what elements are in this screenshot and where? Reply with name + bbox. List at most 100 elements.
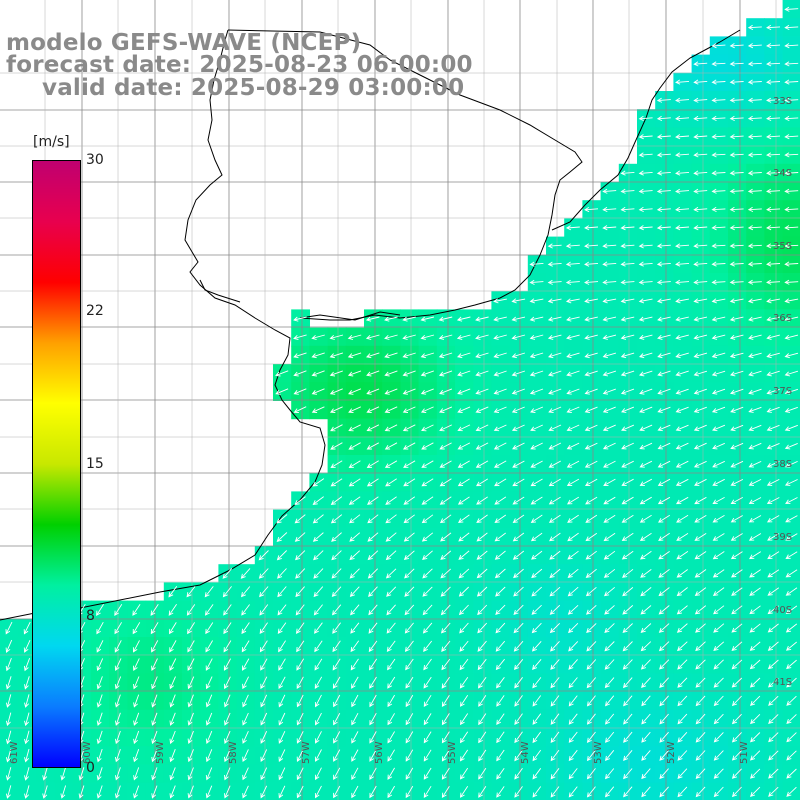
wind-arrow	[656, 97, 671, 103]
wind-arrow	[241, 586, 251, 598]
wind-arrow	[621, 532, 634, 542]
wind-arrow	[620, 334, 635, 340]
wind-arrow	[547, 316, 562, 322]
wind-arrow	[621, 496, 634, 505]
wind-arrow	[423, 713, 432, 726]
wind-arrow	[204, 586, 214, 598]
wind-arrow	[713, 677, 724, 688]
wind-arrow	[278, 712, 286, 726]
wind-arrow	[602, 225, 617, 231]
wind-arrow	[314, 622, 323, 634]
wind-arrow	[494, 550, 506, 560]
wind-arrow	[602, 243, 617, 249]
wind-arrow	[496, 749, 505, 762]
wind-arrow	[730, 442, 744, 450]
wind-arrow	[565, 225, 580, 231]
wind-arrow	[242, 694, 249, 708]
wind-arrow	[766, 43, 781, 49]
wind-arrow	[729, 61, 744, 67]
wind-arrow	[712, 515, 725, 523]
wind-arrow	[748, 442, 762, 450]
wind-arrow	[313, 586, 324, 598]
wind-arrow	[493, 388, 507, 395]
wind-arrow	[224, 694, 231, 708]
wind-arrow	[169, 730, 176, 745]
wind-arrow	[151, 785, 158, 799]
wind-arrow	[331, 532, 342, 542]
wind-arrow	[747, 170, 762, 176]
wind-arrow	[659, 786, 669, 798]
wind-arrow	[531, 550, 543, 560]
wind-arrow	[260, 749, 268, 763]
wind-arrow	[547, 279, 562, 285]
wind-arrow	[402, 424, 416, 432]
wind-arrow	[677, 695, 688, 707]
wind-arrow	[659, 713, 669, 725]
wind-arrow	[602, 334, 617, 340]
wind-arrow	[347, 370, 362, 377]
wind-arrow	[731, 587, 743, 596]
wind-arrow	[351, 767, 359, 781]
wind-arrow	[459, 786, 469, 798]
wind-arrow	[476, 496, 488, 505]
wind-arrow	[224, 785, 231, 799]
wind-arrow	[423, 676, 432, 689]
wind-arrow	[512, 550, 525, 560]
wind-arrow	[639, 370, 653, 377]
wind-arrow	[151, 730, 158, 745]
wind-arrow	[622, 641, 633, 652]
wind-arrow	[675, 243, 690, 249]
wind-arrow	[222, 586, 232, 598]
wind-arrow	[511, 352, 526, 359]
wind-arrow	[767, 587, 780, 596]
wind-arrow	[549, 550, 561, 560]
wind-arrow	[440, 604, 451, 616]
wind-arrow	[331, 550, 342, 561]
wind-arrow	[532, 749, 542, 762]
wind-arrow	[294, 496, 306, 505]
wind-arrow	[549, 532, 561, 542]
wind-arrow	[532, 768, 542, 780]
wind-arrow	[296, 749, 304, 762]
wind-arrow	[458, 532, 470, 542]
wind-arrow	[476, 550, 488, 560]
wind-arrow	[240, 568, 251, 579]
wind-arrow	[730, 370, 744, 377]
wind-arrow	[584, 298, 598, 304]
wind-arrow	[348, 424, 361, 432]
wind-arrow	[403, 550, 415, 561]
wind-arrow	[403, 532, 415, 542]
wind-arrow	[294, 514, 306, 524]
wind-arrow	[695, 695, 706, 707]
wind-arrow	[387, 785, 395, 799]
wind-arrow	[495, 604, 506, 615]
wind-arrow	[748, 497, 762, 505]
wind-arrow	[729, 316, 744, 322]
wind-arrow	[260, 658, 268, 671]
wind-arrow	[531, 568, 543, 579]
wind-arrow	[711, 43, 726, 49]
wind-arrow	[766, 152, 781, 158]
wind-arrow	[405, 767, 414, 780]
wind-arrow	[332, 658, 341, 671]
wind-arrow	[784, 316, 799, 322]
wind-arrow	[422, 604, 433, 616]
wind-arrow	[603, 496, 616, 505]
wind-arrow	[24, 730, 30, 745]
wind-arrow	[441, 694, 450, 707]
wind-arrow	[441, 785, 450, 798]
wind-arrow	[656, 206, 671, 213]
wind-arrow	[620, 352, 635, 359]
wind-arrow	[547, 243, 562, 249]
wind-arrow	[586, 713, 596, 725]
wind-arrow	[711, 79, 726, 85]
wind-arrow	[621, 478, 634, 486]
wind-arrow	[675, 334, 689, 340]
wind-arrow	[712, 587, 725, 596]
wind-arrow	[677, 786, 688, 798]
wind-arrow	[656, 225, 671, 231]
wind-arrow	[277, 604, 287, 616]
wind-arrow	[186, 604, 196, 616]
wind-arrow	[750, 732, 761, 743]
